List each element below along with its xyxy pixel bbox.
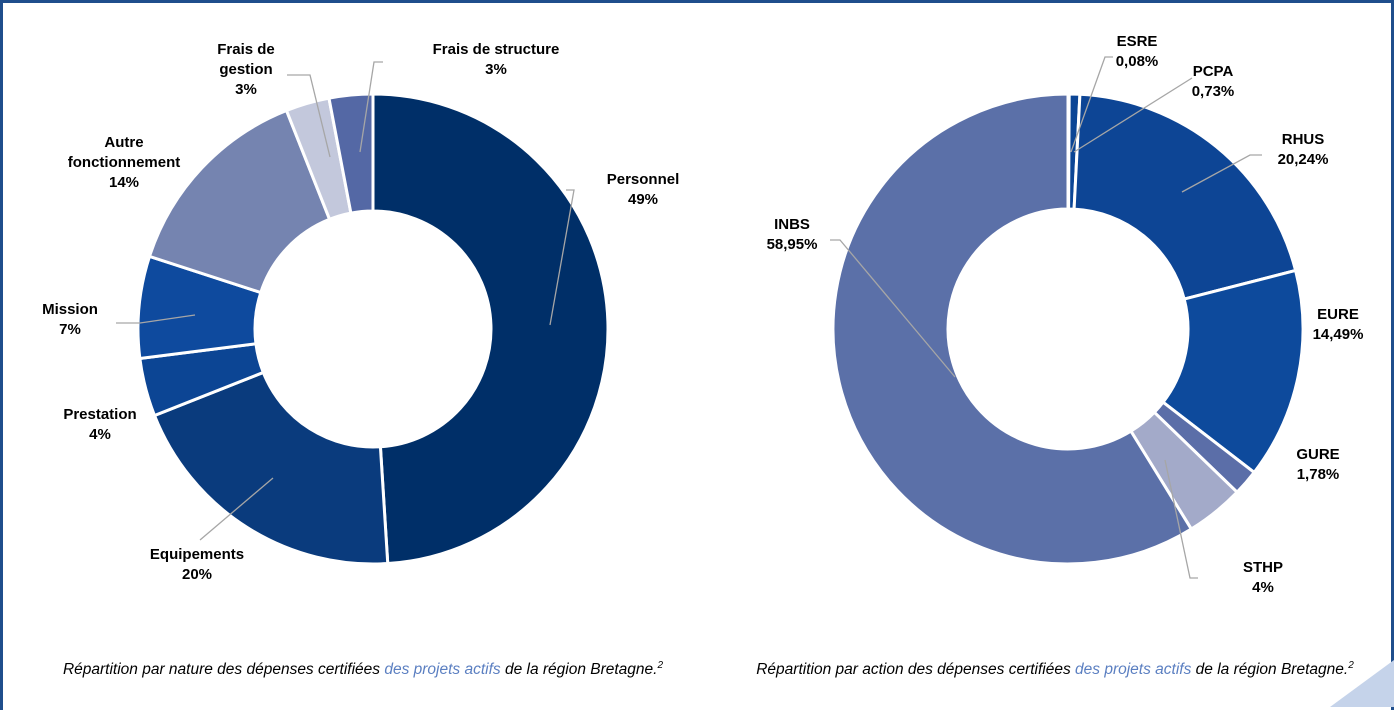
label-name: Autre fonctionnement (67, 134, 181, 171)
label-name: EURE (1317, 306, 1359, 323)
label-value: 3% (485, 61, 507, 78)
leader-line (1164, 459, 1198, 579)
data-label: ESRE 0,08% (1097, 32, 1177, 72)
leader-line (549, 189, 575, 326)
leader-line (359, 61, 383, 153)
caption: Répartition par nature des dépenses cert… (33, 655, 693, 680)
caption-highlight: des projets actifs (384, 661, 501, 679)
data-label: Prestation 4% (40, 405, 160, 445)
caption-text: de la région Bretagne. (1191, 661, 1349, 679)
label-name: ESRE (1116, 33, 1158, 50)
data-label: INBS 58,95% (747, 215, 837, 255)
donut-segment (152, 370, 390, 566)
leader-line (116, 314, 196, 324)
label-value: 14% (108, 174, 140, 191)
label-value: 20% (181, 566, 213, 583)
label-value: 0,08% (1115, 53, 1159, 70)
donut-segment (327, 92, 375, 215)
donut-segment (371, 92, 610, 566)
donut-segment (147, 108, 332, 295)
label-name: INBS (774, 216, 810, 233)
label-value: 0,73% (1191, 83, 1235, 100)
donut-segment (1160, 268, 1305, 475)
label-value: 7% (59, 321, 81, 338)
label-name: Equipements (149, 546, 245, 563)
donut-segment (1072, 92, 1298, 301)
data-label: STHP 4% (1223, 558, 1303, 598)
leader-line (199, 477, 274, 541)
label-value: 3% (235, 81, 257, 98)
donut-segment (831, 92, 1194, 566)
data-label: EURE 14,49% (1293, 305, 1383, 345)
label-name: Frais de gestion (217, 41, 275, 78)
label-name: GURE (1296, 446, 1340, 463)
data-label: Autre fonctionnement 14% (54, 133, 194, 193)
leader-line (1181, 154, 1262, 193)
label-name: Prestation (63, 406, 137, 423)
label-value: 58,95% (766, 236, 818, 253)
leader-line (1073, 77, 1193, 153)
data-label: Mission 7% (20, 300, 120, 340)
data-label: GURE 1,78% (1278, 445, 1358, 485)
leader-line (830, 239, 956, 378)
leader-line (1070, 56, 1113, 153)
label-value: 4% (89, 426, 111, 443)
label-name: Frais de structure (432, 41, 560, 58)
data-label: Frais de structure 3% (396, 40, 596, 80)
data-label: PCPA 0,73% (1173, 62, 1253, 102)
caption-text: Répartition par action des dépenses cert… (756, 661, 1076, 679)
caption-highlight: des projets actifs (1075, 661, 1192, 679)
label-name: Mission (42, 301, 98, 318)
label-value: 1,78% (1296, 466, 1340, 483)
footnote-ref: 2 (1348, 660, 1354, 671)
label-value: 49% (627, 191, 659, 208)
data-label: Personnel 49% (583, 170, 703, 210)
caption-text: de la région Bretagne. (500, 661, 658, 679)
label-value: 20,24% (1277, 151, 1329, 168)
label-name: STHP (1242, 559, 1283, 576)
label-name: Personnel (606, 171, 680, 188)
label-value: 4% (1252, 579, 1274, 596)
data-label: Equipements 20% (127, 545, 267, 585)
leader-line (287, 74, 331, 158)
label-name: PCPA (1192, 63, 1234, 80)
label-name: RHUS (1281, 131, 1325, 148)
data-label: RHUS 20,24% (1258, 130, 1348, 170)
label-value: 14,49% (1312, 326, 1364, 343)
data-label: Frais de gestion 3% (206, 40, 286, 100)
caption-text: Répartition par nature des dépenses cert… (62, 661, 385, 679)
corner-decoration (1330, 660, 1394, 707)
caption: Répartition par action des dépenses cert… (725, 655, 1385, 680)
footnote-ref: 2 (657, 660, 664, 671)
